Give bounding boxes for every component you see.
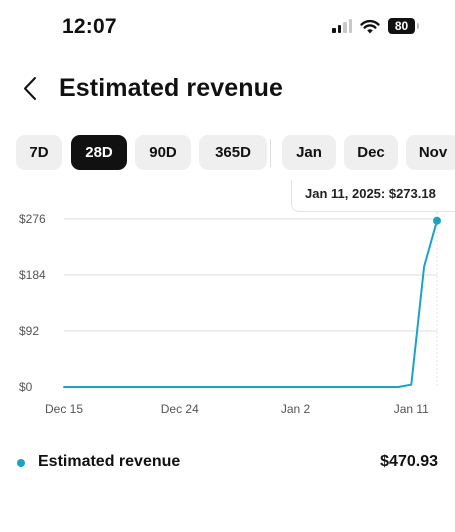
page-title: Estimated revenue — [59, 74, 284, 102]
x-tick-label: Jan 2 — [281, 402, 311, 416]
signal-icon — [332, 19, 352, 33]
period-tabs: 7D 28D 90D 365D Jan Dec Nov — [0, 135, 455, 171]
chevron-left-icon — [24, 77, 36, 100]
status-time: 12:07 — [62, 15, 117, 38]
y-tick-label: $184 — [19, 268, 46, 282]
tab-28d[interactable]: 28D — [71, 135, 127, 170]
y-tick-label: $276 — [19, 212, 46, 226]
tabs-divider — [270, 139, 271, 167]
status-bar: 12:07 80 — [0, 0, 455, 56]
y-tick-label: $0 — [19, 380, 33, 394]
tab-dec[interactable]: Dec — [344, 135, 398, 170]
series-line — [63, 219, 438, 388]
tab-90d[interactable]: 90D — [135, 135, 191, 170]
tab-7d[interactable]: 7D — [16, 135, 62, 170]
tab-365d[interactable]: 365D — [199, 135, 267, 170]
legend-label: Estimated revenue — [38, 453, 181, 470]
y-tick-label: $92 — [19, 324, 39, 338]
status-icons: 80 — [332, 18, 419, 34]
battery-icon: 80 — [388, 18, 419, 34]
wifi-icon — [360, 19, 380, 33]
tab-nov[interactable]: Nov — [406, 135, 455, 170]
x-tick-label: Dec 15 — [45, 402, 83, 416]
header: Estimated revenue — [0, 66, 455, 114]
x-tick-label: Dec 24 — [161, 402, 199, 416]
back-button[interactable] — [16, 74, 46, 104]
legend-row: Estimated revenue $470.93 — [0, 448, 455, 478]
chart-svg[interactable]: $276 $184 $92 $0 Dec 15 Dec 24 Jan 2 Jan 11 — [0, 180, 455, 425]
x-tick-label: Jan 11 — [394, 402, 429, 416]
highlighted-point — [433, 216, 441, 225]
chart-tooltip: Jan 11, 2025: $273.18 — [291, 180, 455, 212]
legend-value: $470.93 — [380, 453, 438, 470]
legend-dot — [17, 459, 25, 467]
revenue-chart: $276 $184 $92 $0 Dec 15 Dec 24 Jan 2 Jan 11 Jan… — [0, 180, 455, 425]
tab-jan[interactable]: Jan — [282, 135, 336, 170]
